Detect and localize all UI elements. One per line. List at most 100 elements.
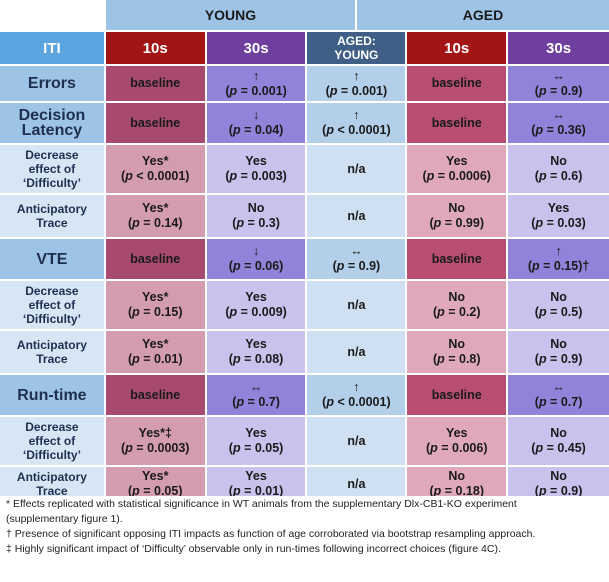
cell-result: ↑	[353, 108, 360, 122]
cell-aged-young: ↑ (p = 0.001)	[307, 66, 408, 103]
group-aged: AGED	[357, 0, 609, 32]
cell-p-value: (p = 0.5)	[534, 305, 583, 319]
cell-aged-30s: Yes (p = 0.03)	[508, 195, 609, 239]
footnote-double-dagger: ‡ Highly significant impact of ‘Difficul…	[6, 543, 501, 555]
cell-p-value: (p < 0.0001)	[121, 169, 190, 183]
row-label-line: Decrease	[25, 148, 79, 162]
cell-young-30s: No (p = 0.3)	[206, 195, 308, 239]
cell-result: Yes*	[142, 469, 169, 483]
cell-result: No	[448, 201, 466, 215]
cell-p-value: (p = 0.7)	[534, 395, 583, 409]
row-label: VTE	[0, 239, 106, 281]
cell-result: ↓	[252, 108, 260, 122]
cell-aged-30s: No (p = 0.9)	[508, 331, 609, 375]
cell-young-10s: baseline	[105, 103, 207, 145]
cell-aged-10s: Yes (p = 0.006)	[407, 417, 509, 467]
row-label-line: Run-time	[17, 386, 87, 404]
cell-result: Yes	[245, 426, 267, 440]
cell-p-value: (p = 0.05)	[127, 484, 183, 498]
group-header-row: YOUNG AGED	[0, 0, 609, 32]
cell-aged-young: n/a	[307, 281, 408, 331]
cell-young-30s: Yes (p = 0.003)	[206, 145, 308, 195]
row-label-line: ‘Difficulty’	[22, 176, 81, 190]
row-label: Errors	[0, 66, 106, 103]
row-label-line: Trace	[36, 352, 68, 366]
cell-result: baseline	[130, 251, 181, 266]
results-table: YOUNG AGED ITI 10s 30s AGED: YOUNG 10s 3…	[0, 0, 609, 503]
cell-result: ↑	[353, 68, 360, 83]
cell-p-value: (p = 0.8)	[432, 352, 481, 366]
row-label: Decision Latency	[0, 103, 106, 145]
cell-result: ↑	[555, 244, 562, 258]
cell-result: n/a	[347, 476, 366, 491]
cell-result: Yes	[547, 201, 570, 215]
row-label-line: Decrease	[25, 420, 79, 434]
cell-young-30s: ↓ (p = 0.06)	[206, 239, 308, 281]
cell-result: baseline	[431, 251, 482, 266]
cell-p-value: (p = 0.15)†	[527, 259, 590, 273]
cell-result: No	[448, 290, 466, 304]
aged-young-header: AGED: YOUNG	[307, 32, 408, 66]
cell-p-value: (p = 0.03)	[531, 216, 586, 230]
cell-result: Yes	[445, 154, 468, 168]
cell-result: baseline	[431, 76, 482, 90]
table-row: Run-time baseline ↔ (p = 0.7) ↑ (p < 0.0001) b…	[0, 375, 609, 417]
cell-p-value: (p = 0.15)	[127, 305, 183, 319]
row-label-line: ‘Difficulty’	[22, 448, 81, 462]
cell-aged-young: ↑ (p < 0.0001)	[307, 103, 408, 145]
cell-young-10s: Yes* (p = 0.01)	[105, 331, 207, 375]
cell-aged-30s: No (p = 0.6)	[508, 145, 609, 195]
row-label-line: Errors	[27, 75, 76, 92]
cell-aged-30s: ↔ (p = 0.9)	[508, 66, 609, 103]
cell-result: Yes	[245, 337, 267, 351]
cell-young-30s: ↓ (p = 0.04)	[206, 103, 308, 145]
cell-result: ↑	[353, 380, 360, 394]
row-label-line: Trace	[36, 216, 68, 230]
cell-p-value: (p = 0.6)	[534, 169, 583, 183]
cell-aged-10s: baseline	[407, 103, 509, 145]
cell-result: Yes*	[142, 201, 169, 215]
cell-aged-10s: baseline	[407, 239, 509, 281]
cell-p-value: (p = 0.99)	[429, 216, 485, 230]
cell-result: Yes*	[142, 290, 169, 304]
young-30s-header: 30s	[206, 32, 308, 66]
cell-p-value: (p = 0.04)	[228, 123, 284, 137]
cell-result: n/a	[347, 344, 366, 359]
cell-p-value: (p < 0.0001)	[322, 123, 391, 137]
cell-result: No	[550, 426, 567, 440]
cell-p-value: (p = 0.01)	[127, 352, 183, 366]
cell-p-value: (p = 0.08)	[228, 352, 284, 366]
iti-header: ITI	[0, 32, 106, 66]
cell-p-value: (p = 0.001)	[325, 83, 388, 98]
cell-aged-young: n/a	[307, 331, 408, 375]
cell-result: Yes*‡	[138, 426, 172, 440]
cell-p-value: (p = 0.18)	[429, 484, 485, 498]
cell-result: ↔	[552, 108, 565, 122]
cell-p-value: (p = 0.36)	[531, 123, 586, 137]
cell-aged-30s: No (p = 0.5)	[508, 281, 609, 331]
cell-young-10s: baseline	[105, 66, 207, 103]
row-label-line: Latency	[21, 122, 83, 139]
cell-result: Yes	[245, 290, 267, 304]
cell-result: ↓	[252, 244, 260, 258]
cell-aged-young: n/a	[307, 195, 408, 239]
cell-aged-10s: Yes (p = 0.0006)	[407, 145, 509, 195]
row-label: Decrease effect of ‘Difficulty’	[0, 145, 106, 195]
cell-young-10s: Yes* (p < 0.0001)	[105, 145, 207, 195]
cell-aged-30s: ↔ (p = 0.36)	[508, 103, 609, 145]
row-label-line: effect of	[28, 298, 76, 312]
cell-young-10s: Yes* (p = 0.15)	[105, 281, 207, 331]
footnote-dagger: † Presence of significant opposing ITI i…	[6, 528, 536, 540]
cell-aged-10s: No (p = 0.2)	[407, 281, 509, 331]
cell-p-value: (p = 0.0006)	[422, 169, 491, 183]
cell-aged-young: ↑ (p < 0.0001)	[307, 375, 408, 417]
cell-p-value: (p = 0.0003)	[121, 441, 190, 455]
cell-young-10s: Yes* (p = 0.14)	[105, 195, 207, 239]
cell-aged-young: ↔ (p = 0.9)	[307, 239, 408, 281]
cell-result: ↔	[552, 68, 565, 83]
row-label-line: Trace	[36, 484, 68, 498]
cell-aged-30s: ↑ (p = 0.15)†	[508, 239, 609, 281]
cell-result: No	[550, 337, 567, 351]
cell-p-value: (p = 0.001)	[225, 83, 287, 98]
footnote-star-cont: (supplementary figure 1).	[6, 513, 123, 525]
